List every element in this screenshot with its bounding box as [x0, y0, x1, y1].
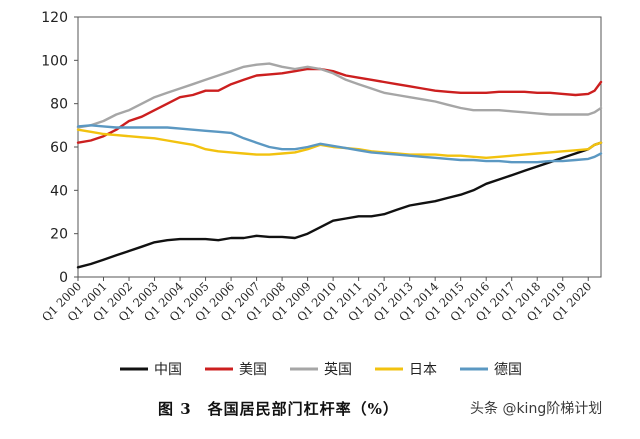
legend-label-3: 日本: [409, 362, 437, 378]
legend-label-1: 美国: [239, 362, 267, 378]
y-tick-label: 100: [41, 53, 68, 69]
series-line-4: [76, 124, 603, 164]
y-tick-label: 60: [50, 140, 68, 156]
legend-label-2: 英国: [324, 361, 352, 378]
watermark-text: 头条 @king阶梯计划: [470, 401, 603, 417]
y-axis: 0 20 40 60 80 100 120: [41, 10, 78, 286]
legend-label-0: 中国: [154, 362, 182, 378]
series-line-2: [76, 62, 603, 129]
y-tick-label: 120: [41, 10, 68, 26]
series-lines: [76, 62, 603, 269]
y-tick-label: 20: [50, 227, 68, 243]
figure-caption: 图 3 各国居民部门杠杆率（%）: [158, 400, 399, 418]
series-line-3: [76, 128, 603, 160]
y-tick-label: 80: [50, 97, 68, 113]
y-tick-label: 40: [50, 183, 68, 199]
legend: 中国 美国 英国 日本 德国: [120, 361, 522, 378]
legend-label-4: 德国: [494, 362, 522, 378]
series-line-0: [76, 141, 603, 269]
y-tick-label: 0: [59, 270, 68, 286]
series-line-1: [76, 67, 603, 144]
